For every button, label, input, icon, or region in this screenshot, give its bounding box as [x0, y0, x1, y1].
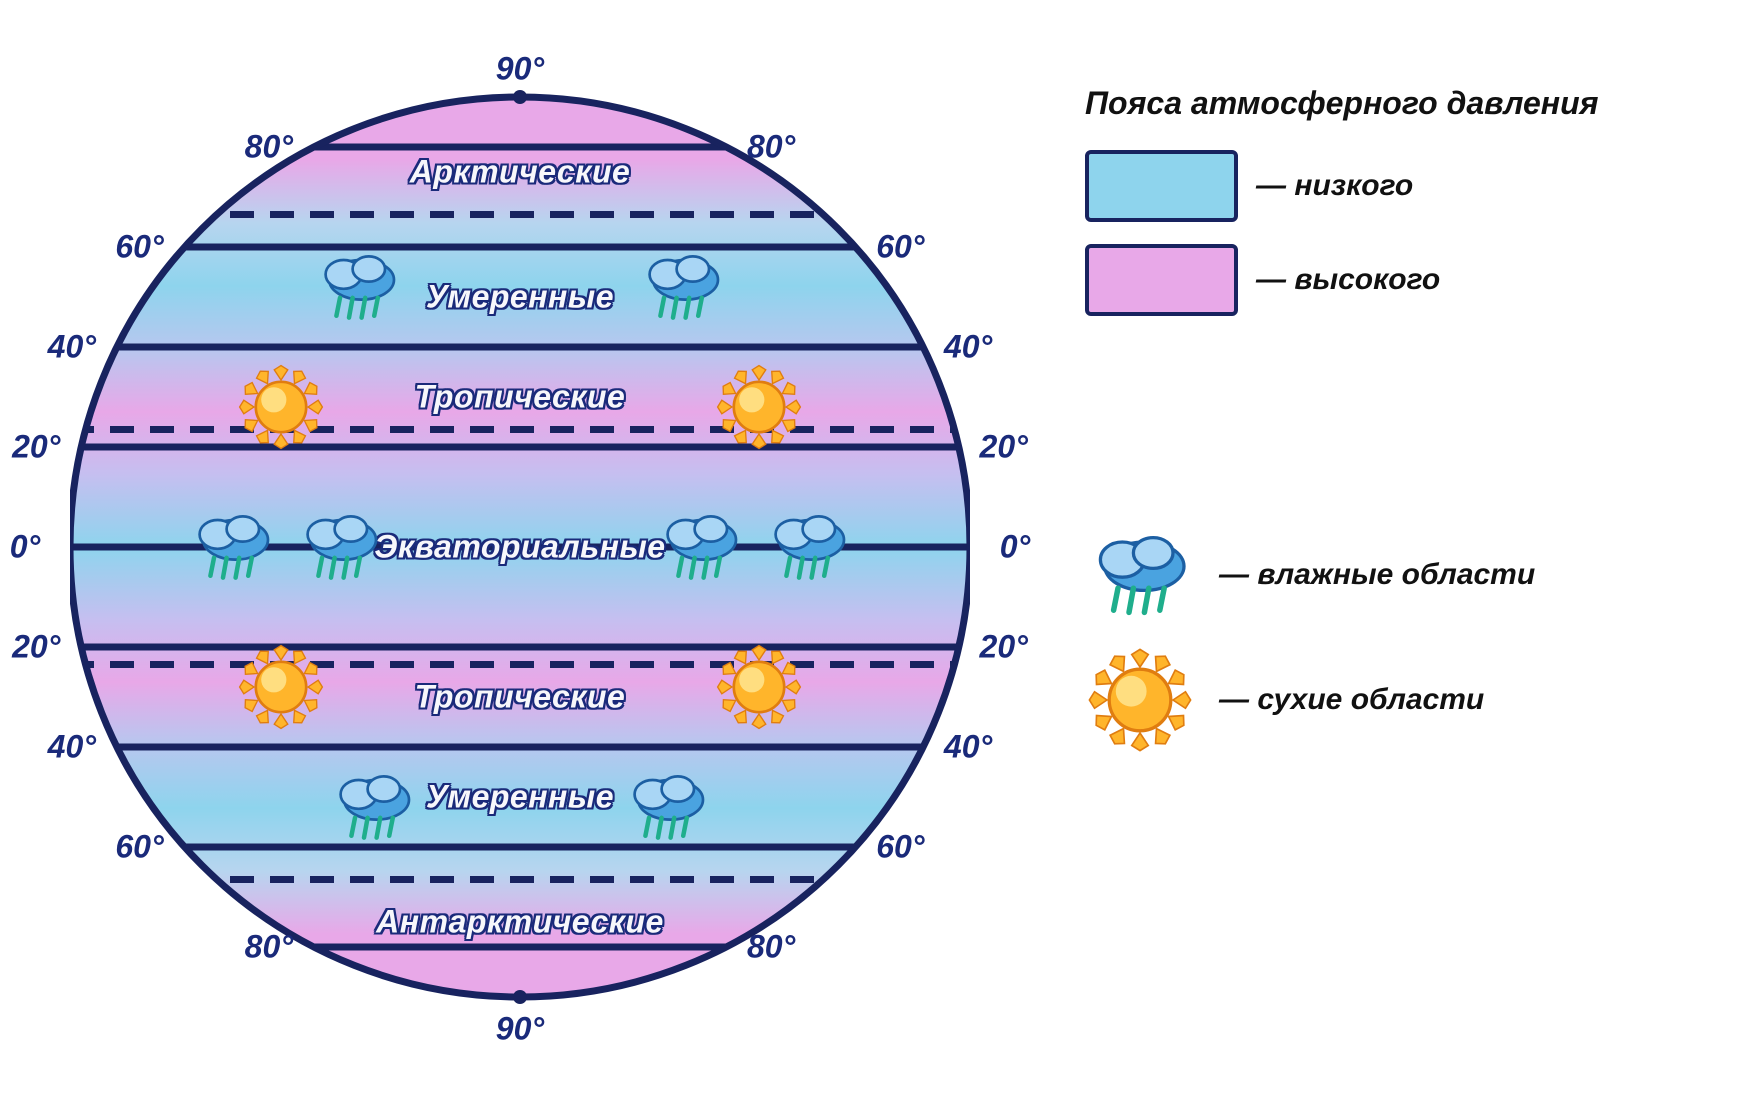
globe-overlay: 90°90°80°80°60°60°40°40°20°20°0°0°20°20°…	[70, 45, 970, 1050]
legend: Пояса атмосферного давления — низкого — …	[1085, 85, 1685, 338]
latitude-degree-label: 60°	[115, 229, 163, 266]
climate-band-label: Умеренные	[426, 779, 614, 816]
latitude-degree-label: 20°	[12, 629, 60, 666]
rain-cloud-icon	[1085, 520, 1195, 630]
latitude-degree-label: 20°	[12, 429, 60, 466]
latitude-degree-label: 0°	[1000, 529, 1031, 566]
rain-cloud-icon	[328, 762, 418, 852]
sun-icon	[236, 642, 326, 732]
rain-cloud-icon	[313, 242, 403, 332]
legend-label-dry: — сухие области	[1219, 683, 1484, 717]
rain-cloud-icon	[295, 502, 385, 592]
rain-cloud-icon	[763, 502, 853, 592]
legend-row-high: — высокого	[1085, 244, 1685, 316]
rain-cloud-icon	[313, 242, 403, 332]
legend-title: Пояса атмосферного давления	[1085, 85, 1685, 122]
climate-band-label: Тропические	[415, 379, 626, 416]
latitude-degree-label: 40°	[48, 729, 96, 766]
rain-cloud-icon	[637, 242, 727, 332]
rain-cloud-icon	[295, 502, 385, 592]
latitude-degree-label: 40°	[944, 729, 992, 766]
sun-icon	[1085, 645, 1195, 755]
rain-cloud-icon	[763, 502, 853, 592]
sun-icon	[236, 362, 326, 452]
climate-band-label: Арктические	[410, 154, 631, 191]
latitude-degree-label: 60°	[876, 229, 924, 266]
sun-icon	[236, 362, 326, 452]
latitude-degree-label: 20°	[980, 429, 1028, 466]
rain-cloud-icon	[622, 762, 712, 852]
legend-label-high: — высокого	[1256, 263, 1440, 297]
climate-band-label: Умеренные	[426, 279, 614, 316]
sun-icon	[714, 642, 804, 732]
sun-icon	[1085, 645, 1195, 755]
rain-cloud-icon	[1085, 520, 1195, 630]
rain-cloud-icon	[187, 502, 277, 592]
rain-cloud-icon	[655, 502, 745, 592]
latitude-degree-label: 90°	[496, 51, 544, 88]
latitude-degree-label: 0°	[10, 529, 41, 566]
latitude-degree-label: 80°	[747, 929, 795, 966]
legend-label-low: — низкого	[1256, 169, 1413, 203]
latitude-degree-label: 80°	[747, 129, 795, 166]
legend-label-wet: — влажные области	[1219, 558, 1535, 592]
latitude-degree-label: 40°	[48, 329, 96, 366]
rain-cloud-icon	[328, 762, 418, 852]
diagram-stage: 90° 90° 80° 80° 60° 60° 40° 40° 20° 20° 0° 0° 20° 20°…	[0, 0, 1751, 1097]
latitude-degree-label: 20°	[980, 629, 1028, 666]
latitude-degree-label: 60°	[115, 829, 163, 866]
latitude-degree-label: 40°	[944, 329, 992, 366]
climate-band-label: Тропические	[415, 679, 626, 716]
legend-swatch-high	[1085, 244, 1238, 316]
latitude-degree-label: 80°	[245, 129, 293, 166]
latitude-degree-label: 80°	[245, 929, 293, 966]
climate-band-label: Антарктические	[376, 904, 664, 941]
sun-icon	[714, 362, 804, 452]
legend-row-low: — низкого	[1085, 150, 1685, 222]
sun-icon	[236, 642, 326, 732]
globe-container: 90°90°80°80°60°60°40°40°20°20°0°0°20°20°…	[70, 45, 970, 1050]
sun-icon	[714, 362, 804, 452]
rain-cloud-icon	[655, 502, 745, 592]
rain-cloud-icon	[187, 502, 277, 592]
climate-band-label: Экваториальные	[374, 529, 665, 566]
latitude-degree-label: 60°	[876, 829, 924, 866]
rain-cloud-icon	[637, 242, 727, 332]
legend-swatch-low	[1085, 150, 1238, 222]
sun-icon	[714, 642, 804, 732]
rain-cloud-icon	[622, 762, 712, 852]
legend-row-wet: — влажные области	[1085, 520, 1535, 630]
legend-row-dry: — сухие области	[1085, 645, 1484, 755]
latitude-degree-label: 90°	[496, 1011, 544, 1048]
